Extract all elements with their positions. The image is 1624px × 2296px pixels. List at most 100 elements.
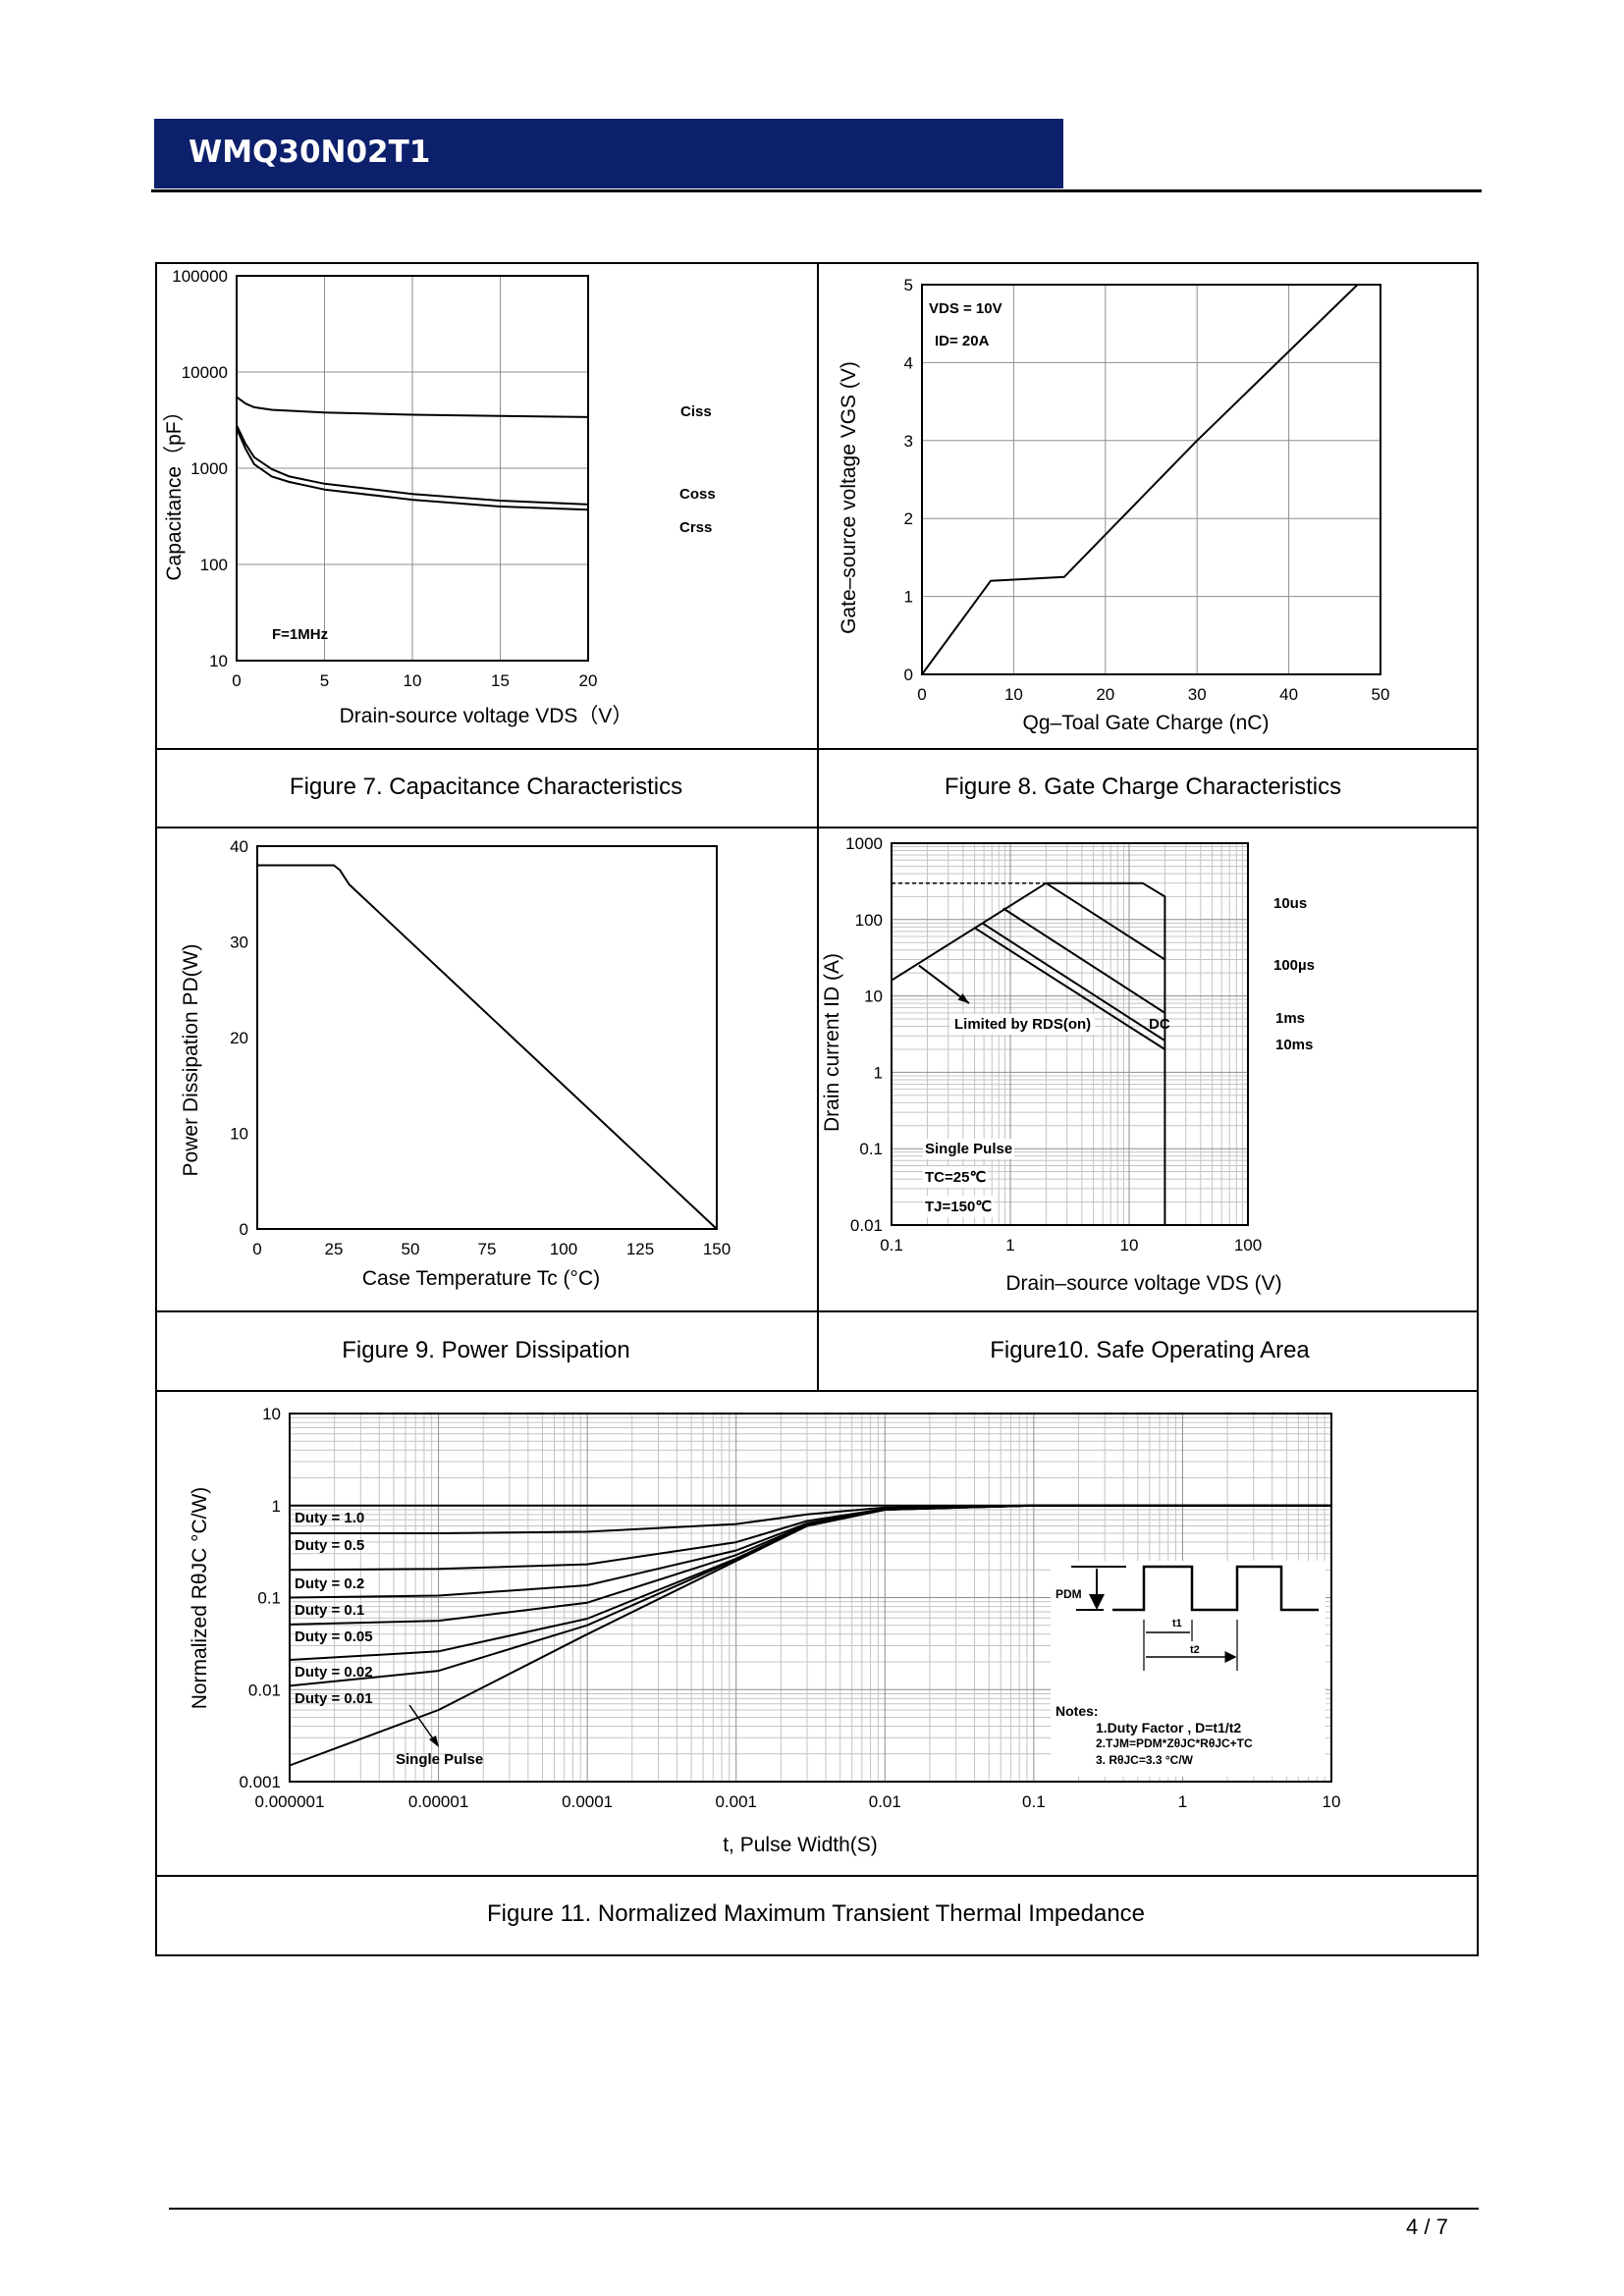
duty-label: Duty = 0.01	[295, 1690, 373, 1707]
y-tick-label: 0.1	[257, 1589, 281, 1608]
x-tick-label: 100	[1234, 1236, 1262, 1255]
x-tick-label: 25	[325, 1240, 344, 1258]
pdm-label: PDM	[1056, 1587, 1082, 1601]
notes-title: Notes:	[1056, 1703, 1099, 1719]
x-tick-label: 150	[703, 1240, 731, 1258]
note-1: 1.Duty Factor , D=t1/t2	[1096, 1720, 1242, 1735]
x-tick-label: 125	[626, 1240, 654, 1258]
x-tick-label: 5	[320, 671, 329, 690]
x-tick-label: 50	[402, 1240, 420, 1258]
x-tick-label: 50	[1372, 685, 1390, 704]
y-tick-label: 100	[855, 911, 883, 930]
y-tick-label: 0.01	[248, 1681, 281, 1699]
plot-frame	[891, 842, 1249, 1226]
1ms-label: 1ms	[1275, 1010, 1306, 1027]
divider	[817, 264, 819, 1390]
100us-label: 100µs	[1273, 957, 1316, 974]
crss-label: Crss	[679, 519, 713, 536]
y-tick-label: 0.001	[239, 1773, 281, 1791]
fig8-x-axis-title: Qg–Toal Gate Charge (nC)	[1022, 712, 1270, 734]
y-tick-label: 30	[230, 934, 248, 952]
power-dissipation-chart: 0 25 50 75 100 125 150 0 10 20 30 40	[230, 837, 731, 1258]
divider	[157, 1390, 1477, 1392]
duty-label: Duty = 0.5	[295, 1537, 365, 1554]
fig10-x-axis-title: Drain–source voltage VDS (V)	[1005, 1272, 1282, 1295]
capacitance-chart: 0 5 10 15 20 10 100 1000 10000 100000	[172, 267, 597, 690]
plot-frame	[256, 845, 718, 1230]
arrow-head-icon	[957, 993, 970, 1004]
y-tick-label: 10000	[182, 363, 228, 382]
series-line-series	[257, 864, 718, 1230]
x-tick-label: 10	[1004, 685, 1023, 704]
x-tick-label: 0	[232, 671, 241, 690]
figure-8-caption: Figure 8. Gate Charge Characteristics	[944, 774, 1342, 800]
series-line-single-pulse	[289, 1504, 1331, 1767]
duty-label: Duty = 0.05	[295, 1629, 373, 1645]
y-tick-label: 0	[904, 666, 913, 684]
plot-frame	[236, 275, 589, 662]
x-tick-label: 30	[1188, 685, 1207, 704]
series-line-crss	[236, 427, 589, 511]
page-number: 4 / 7	[1406, 2215, 1448, 2239]
x-tick-label: 100	[550, 1240, 577, 1258]
x-tick-label: 1	[1005, 1236, 1014, 1255]
figure-9-caption: Figure 9. Power Dissipation	[342, 1337, 630, 1363]
x-tick-label: 1	[1178, 1792, 1187, 1811]
fig9-x-axis-title: Case Temperature Tc (°C)	[361, 1267, 601, 1290]
y-tick-label: 0.01	[850, 1216, 883, 1235]
single-pulse-label: Single Pulse	[396, 1751, 484, 1768]
ciss-label: Ciss	[680, 403, 712, 420]
y-tick-label: 4	[904, 353, 913, 372]
rdson-limit-label: Limited by RDS(on)	[950, 1014, 1096, 1035]
y-tick-label: 10	[230, 1125, 248, 1144]
10ms-label: 10ms	[1275, 1037, 1314, 1053]
x-tick-label: 10	[404, 671, 422, 690]
pulse-train	[1112, 1565, 1319, 1612]
y-tick-label: 1	[904, 588, 913, 607]
x-tick-label: 10	[1120, 1236, 1139, 1255]
y-tick-label: 2	[904, 509, 913, 528]
x-tick-label: 0.0001	[562, 1792, 613, 1811]
header-bar: WMQ30N02T1	[154, 119, 1063, 188]
fig7-x-axis-title: Drain-source voltage VDS（V）	[339, 705, 633, 727]
x-tick-label: 20	[579, 671, 598, 690]
x-tick-label: 0.001	[715, 1792, 757, 1811]
part-number: WMQ30N02T1	[189, 134, 431, 170]
note-3: 3. RθJC=3.3 °C/W	[1096, 1753, 1193, 1767]
series-line-coss	[236, 424, 589, 506]
y-tick-label: 0	[240, 1220, 248, 1239]
y-tick-label: 10	[209, 652, 228, 670]
header-divider	[151, 189, 1482, 192]
x-tick-label: 40	[1279, 685, 1298, 704]
y-tick-label: 20	[230, 1029, 248, 1047]
y-tick-label: 1	[874, 1063, 883, 1082]
plot-background	[257, 846, 717, 1229]
divider	[157, 1875, 1477, 1877]
x-tick-label: 0.1	[880, 1236, 903, 1255]
y-tick-label: 1	[272, 1497, 281, 1516]
series-line-100-s	[1045, 881, 1165, 961]
figure-10-caption: Figure10. Safe Operating Area	[990, 1337, 1310, 1363]
y-tick-label: 3	[904, 432, 913, 451]
single-pulse-label: Single Pulse	[923, 1139, 1015, 1159]
tc-label: TC=25℃	[923, 1166, 989, 1188]
series-line-1ms	[1002, 907, 1165, 1014]
10us-label: 10us	[1273, 895, 1308, 912]
series-line-10ms	[981, 922, 1165, 1041]
id-condition: ID= 20A	[935, 333, 990, 349]
duty-label: Duty = 1.0	[295, 1510, 365, 1526]
y-tick-label: 1000	[845, 834, 883, 853]
note-2: 2.TJM=PDM*ZθJC*RθJC+TC	[1096, 1736, 1253, 1750]
footer-divider	[169, 2208, 1479, 2210]
series-line-10us	[1046, 881, 1166, 1225]
series-line-ciss	[236, 396, 589, 418]
x-tick-label: 0.01	[869, 1792, 901, 1811]
x-tick-label: 0.1	[1022, 1792, 1046, 1811]
figure-11-caption: Figure 11. Normalized Maximum Transient …	[486, 1900, 1146, 1927]
x-tick-label: 0.000001	[255, 1792, 325, 1811]
plot-background	[922, 285, 1380, 674]
gate-charge-chart: 0 10 20 30 40 50 0 1 2 3 4 5	[904, 276, 1390, 704]
y-tick-label: 10	[262, 1405, 281, 1423]
series-line-series	[921, 284, 1359, 675]
